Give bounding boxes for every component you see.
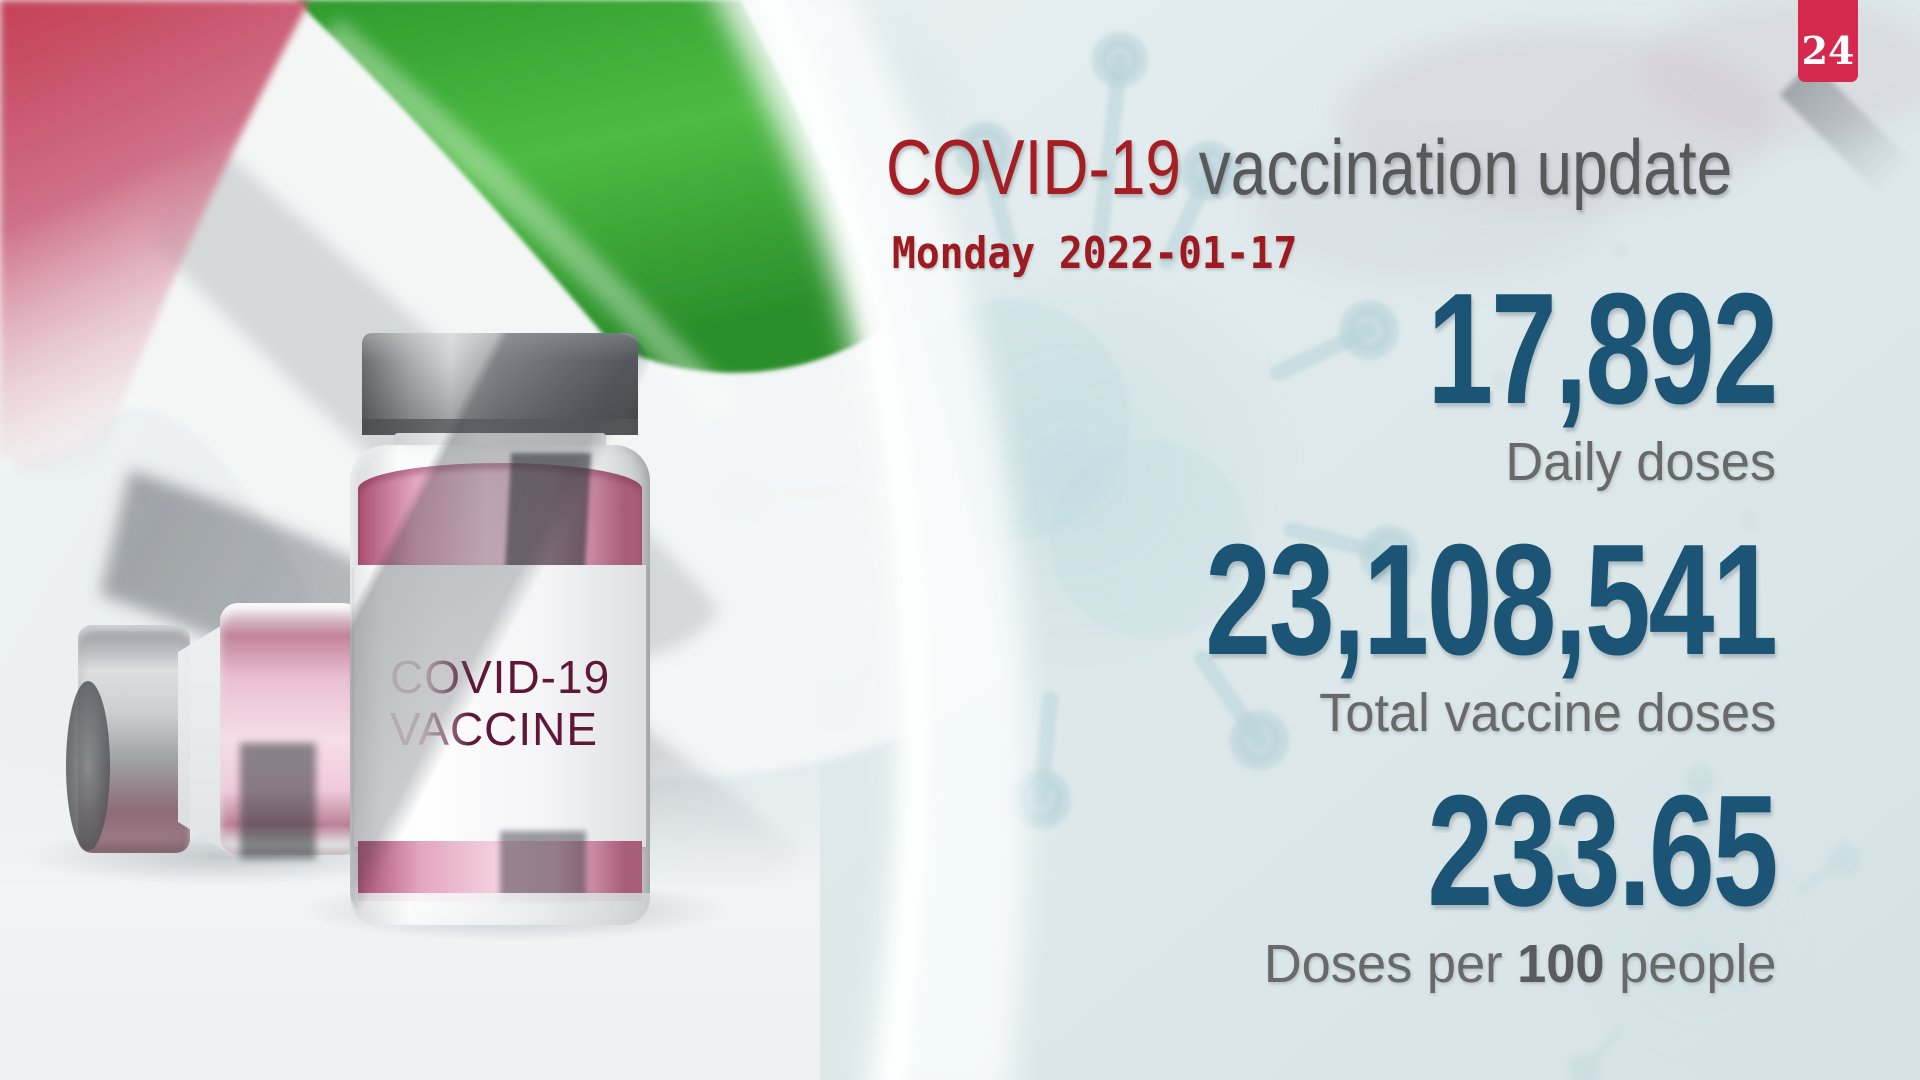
stat-value: 23,108,541: [1205, 512, 1778, 688]
vial-reflection: [500, 831, 586, 903]
channel-24-logo-text: 24: [1801, 28, 1855, 73]
title-rest: vaccination update: [1181, 123, 1733, 211]
light-swoosh: [715, 0, 1030, 1080]
vial-label-text: COVID-19 VACCINE: [390, 651, 610, 755]
vial-cap: [362, 333, 638, 433]
vial-label-line2: VACCINE: [390, 703, 599, 755]
vial-label: COVID-19 VACCINE: [354, 565, 646, 847]
vaccine-vial-main: COVID-19 VACCINE: [350, 333, 650, 925]
vial-label-line1: COVID-19: [390, 651, 611, 703]
stat-value: 17,892: [1427, 261, 1778, 437]
stat-daily-doses: 17,892 Daily doses: [1311, 261, 1778, 492]
date-text: Monday 2022-01-17: [892, 228, 1298, 279]
stat-total-doses: 23,108,541 Total vaccine doses: [1015, 512, 1778, 743]
page-title: COVID-19 vaccination update: [886, 128, 1732, 206]
title-highlight: COVID-19: [886, 123, 1182, 211]
vaccine-vial-secondary: [50, 585, 380, 860]
cloud-tint: [1250, 0, 1920, 280]
vial-cap-ring: [362, 419, 638, 435]
stat-label: Daily doses: [1505, 432, 1776, 492]
vial-liquid: [358, 463, 642, 567]
vial-glass-bottom: [350, 893, 650, 925]
channel-24-logo: 24: [1798, 0, 1858, 82]
vial-reflection: [240, 743, 316, 859]
stat-label: Doses per 100 people: [1263, 934, 1776, 994]
vial-reflection: [504, 453, 592, 573]
vial-cap-face: [66, 681, 110, 851]
stat-value: 233.65: [1427, 763, 1778, 939]
stat-label: Total vaccine doses: [1318, 683, 1776, 743]
stat-doses-per-100: 233.65 Doses per 100 people: [1248, 763, 1778, 994]
vial-liquid-bottom: [358, 841, 642, 901]
